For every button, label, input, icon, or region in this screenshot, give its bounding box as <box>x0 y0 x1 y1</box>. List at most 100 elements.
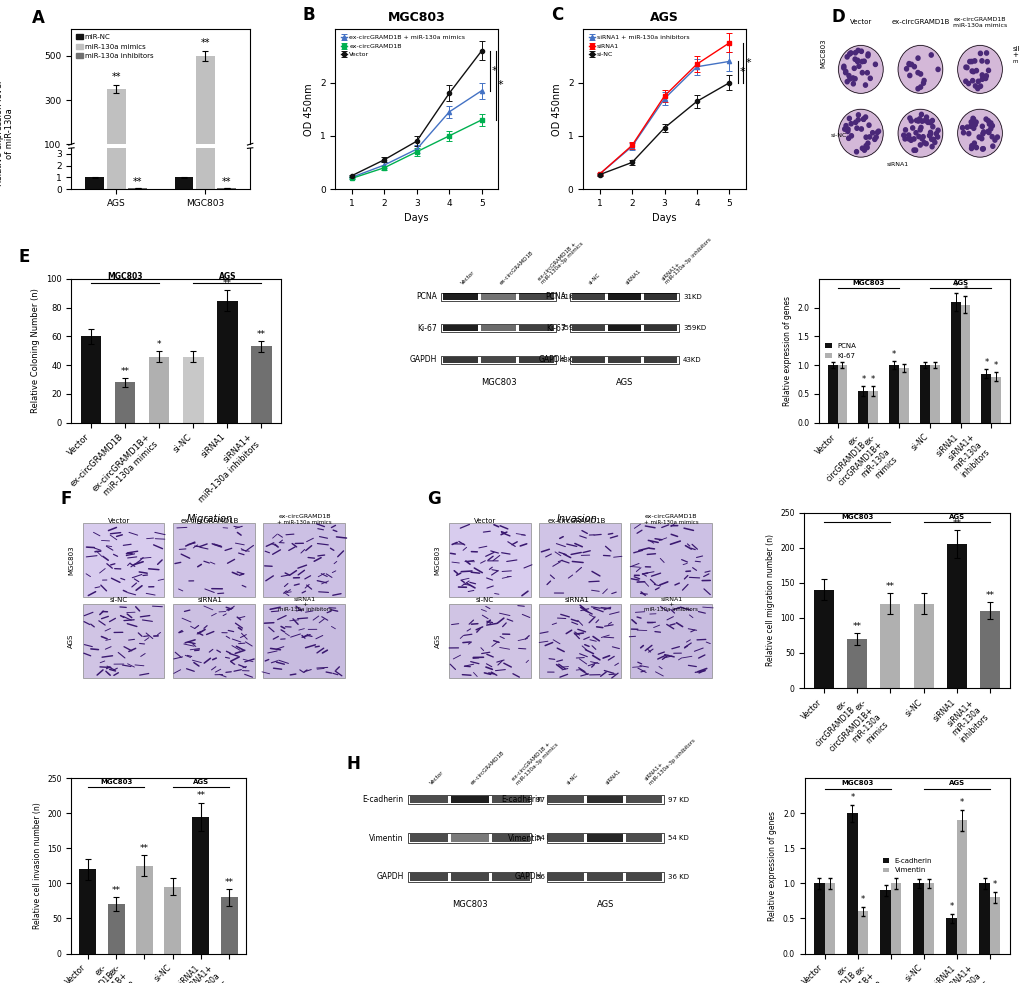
Circle shape <box>859 127 862 131</box>
Bar <box>164 887 181 954</box>
Text: **: ** <box>120 367 129 376</box>
Text: H: H <box>346 755 361 774</box>
Circle shape <box>843 71 847 75</box>
Circle shape <box>927 121 931 125</box>
Text: AGS: AGS <box>596 899 613 909</box>
Legend: miR-NC, miR-130a mimics, miR-130a inhibitors: miR-NC, miR-130a mimics, miR-130a inhibi… <box>74 33 155 61</box>
Circle shape <box>971 122 975 126</box>
X-axis label: Days: Days <box>651 213 676 223</box>
Bar <box>571 325 604 331</box>
Circle shape <box>969 144 973 148</box>
FancyBboxPatch shape <box>263 604 344 677</box>
Text: G: G <box>426 490 440 508</box>
Circle shape <box>917 117 921 121</box>
Circle shape <box>859 146 863 150</box>
Bar <box>913 604 932 688</box>
Circle shape <box>975 87 979 90</box>
Text: Ki-67: Ki-67 <box>545 323 566 332</box>
Text: MGC803: MGC803 <box>480 377 516 387</box>
Circle shape <box>853 50 857 55</box>
Circle shape <box>985 119 989 123</box>
Circle shape <box>865 142 869 145</box>
Bar <box>174 177 194 189</box>
Circle shape <box>970 79 974 83</box>
Text: **: ** <box>257 329 266 338</box>
Circle shape <box>989 124 994 128</box>
Circle shape <box>897 109 942 157</box>
Bar <box>607 325 641 331</box>
Circle shape <box>964 66 968 70</box>
Circle shape <box>985 130 989 134</box>
Circle shape <box>927 131 931 135</box>
Circle shape <box>971 117 974 121</box>
Text: *: * <box>860 896 864 904</box>
Text: *: * <box>962 285 967 294</box>
Bar <box>890 884 901 954</box>
Bar <box>879 891 890 954</box>
Text: D: D <box>830 8 844 26</box>
Bar <box>408 872 531 882</box>
Bar <box>183 357 204 423</box>
Circle shape <box>862 148 866 152</box>
Bar <box>989 897 1000 954</box>
Text: + miR-130a mimics: + miR-130a mimics <box>277 520 332 525</box>
Text: si-NC: si-NC <box>476 597 494 603</box>
Bar <box>136 866 153 954</box>
Text: siRNA1: siRNA1 <box>624 268 641 285</box>
Circle shape <box>907 116 911 120</box>
Text: MGC803: MGC803 <box>841 781 873 786</box>
Bar <box>107 0 125 189</box>
Circle shape <box>987 121 991 125</box>
FancyBboxPatch shape <box>172 523 255 597</box>
Text: **: ** <box>222 177 231 187</box>
Y-axis label: Relative expression level
of miR-130a: Relative expression level of miR-130a <box>0 81 14 187</box>
Circle shape <box>928 53 932 57</box>
Bar <box>837 365 847 423</box>
Circle shape <box>863 115 867 119</box>
Text: MGC803: MGC803 <box>434 546 440 575</box>
Circle shape <box>852 66 855 71</box>
Bar <box>607 293 641 300</box>
Circle shape <box>923 115 927 119</box>
Circle shape <box>979 137 983 141</box>
Bar <box>491 795 529 803</box>
Bar <box>626 873 661 881</box>
Text: siRNA1: siRNA1 <box>604 769 622 785</box>
Bar <box>946 918 956 954</box>
Bar <box>813 884 824 954</box>
Text: Vector: Vector <box>428 770 444 785</box>
Circle shape <box>995 135 999 140</box>
Text: 54 KD: 54 KD <box>667 836 688 841</box>
Text: siRNA1: siRNA1 <box>293 597 316 602</box>
Bar <box>571 357 604 363</box>
Circle shape <box>972 59 976 63</box>
Circle shape <box>971 126 975 131</box>
Bar <box>481 357 516 363</box>
Bar <box>220 897 237 954</box>
Circle shape <box>922 118 926 123</box>
Text: siRNA1+
miR-130a-3p inhibitors: siRNA1+ miR-130a-3p inhibitors <box>643 733 696 785</box>
Circle shape <box>973 120 977 124</box>
Text: B: B <box>303 6 315 24</box>
Text: +: + <box>302 602 307 607</box>
Bar <box>546 794 663 804</box>
Legend: E-cadherin, Vimentin: E-cadherin, Vimentin <box>879 855 933 876</box>
Bar <box>408 834 531 843</box>
Circle shape <box>983 51 987 55</box>
Circle shape <box>838 45 882 93</box>
Text: E-cadherin: E-cadherin <box>500 795 542 804</box>
Text: Vector: Vector <box>460 269 476 285</box>
Circle shape <box>870 131 873 135</box>
Circle shape <box>980 130 984 134</box>
Text: 97 KD: 97 KD <box>535 796 556 802</box>
Circle shape <box>916 135 920 139</box>
Bar <box>626 795 661 803</box>
Circle shape <box>861 117 865 121</box>
Text: **: ** <box>201 38 210 48</box>
Text: AGS: AGS <box>68 633 74 648</box>
Circle shape <box>957 109 1002 157</box>
Circle shape <box>859 71 863 75</box>
Circle shape <box>980 146 984 151</box>
Text: 36 KD: 36 KD <box>535 874 556 880</box>
Circle shape <box>930 138 934 142</box>
